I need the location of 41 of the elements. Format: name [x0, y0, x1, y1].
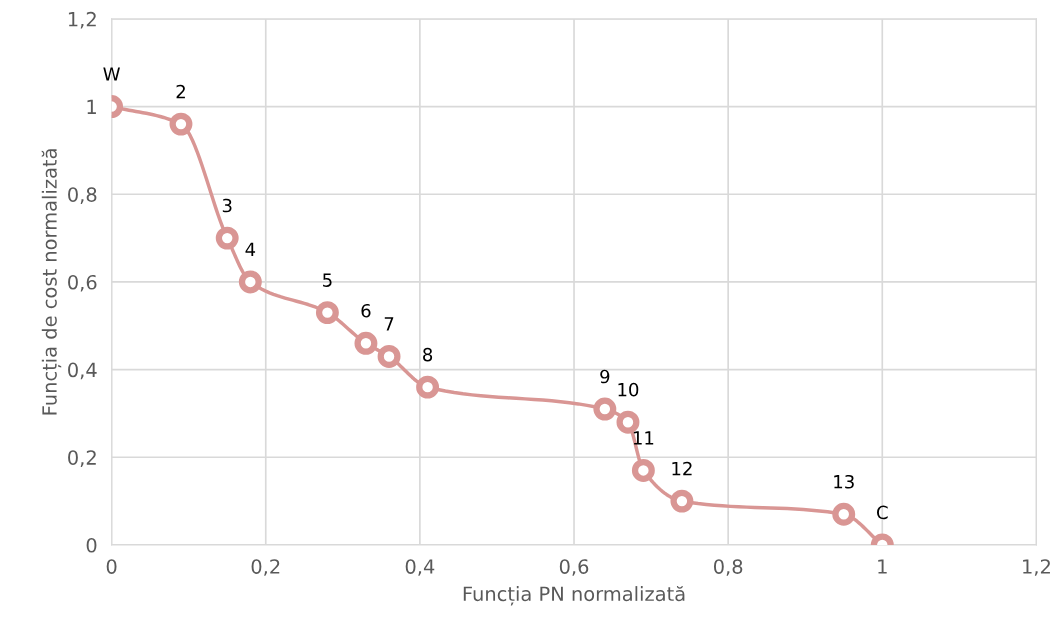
- x-tick-label: 0,4: [405, 559, 435, 576]
- x-tick-label: 0: [106, 559, 117, 574]
- annotation: 5: [323, 273, 332, 287]
- point: [354, 331, 378, 355]
- point: [631, 458, 655, 482]
- y-tick-label: 0,8: [68, 187, 97, 204]
- point: [315, 301, 339, 325]
- x-tick-label: 1: [878, 559, 887, 574]
- annotation: 11: [633, 431, 654, 445]
- y-tick-label: 0,2: [68, 450, 96, 467]
- x-tick-label: 0,2: [251, 559, 280, 576]
- point: [832, 502, 856, 526]
- annotation: 4: [245, 242, 256, 256]
- annotation: 2: [176, 84, 185, 99]
- annotation: 9: [600, 369, 610, 384]
- point: [215, 226, 239, 250]
- x-tick-label: 0,6: [559, 559, 589, 576]
- y-tick-label: 0,4: [68, 362, 97, 380]
- point: [377, 344, 401, 368]
- annotation: W: [103, 67, 120, 81]
- y-tick-label: 1,2: [68, 11, 96, 29]
- x-axis-title: Funcția PN normalizată: [463, 585, 685, 606]
- annotation: 6: [361, 303, 371, 318]
- y-axis-title: Funcția de cost normalizată: [41, 149, 62, 415]
- point: [416, 375, 440, 399]
- annotation: 8: [423, 347, 433, 362]
- annotation: 7: [384, 317, 394, 331]
- y-tick-label: 1: [87, 99, 96, 114]
- annotation: 12: [672, 461, 692, 476]
- y-tick-label: 0: [86, 537, 97, 553]
- x-tick-label: 0,8: [713, 559, 743, 576]
- annotation: 3: [222, 198, 232, 213]
- point: [169, 112, 193, 136]
- x-tick-label: 1,2: [1023, 559, 1050, 576]
- annotation: C: [877, 505, 888, 520]
- y-tick-label: 0,6: [68, 274, 97, 292]
- annotation: 13: [834, 474, 854, 489]
- annotation: 10: [618, 382, 639, 397]
- point: [670, 489, 694, 513]
- point: [238, 270, 262, 294]
- point: [593, 397, 617, 421]
